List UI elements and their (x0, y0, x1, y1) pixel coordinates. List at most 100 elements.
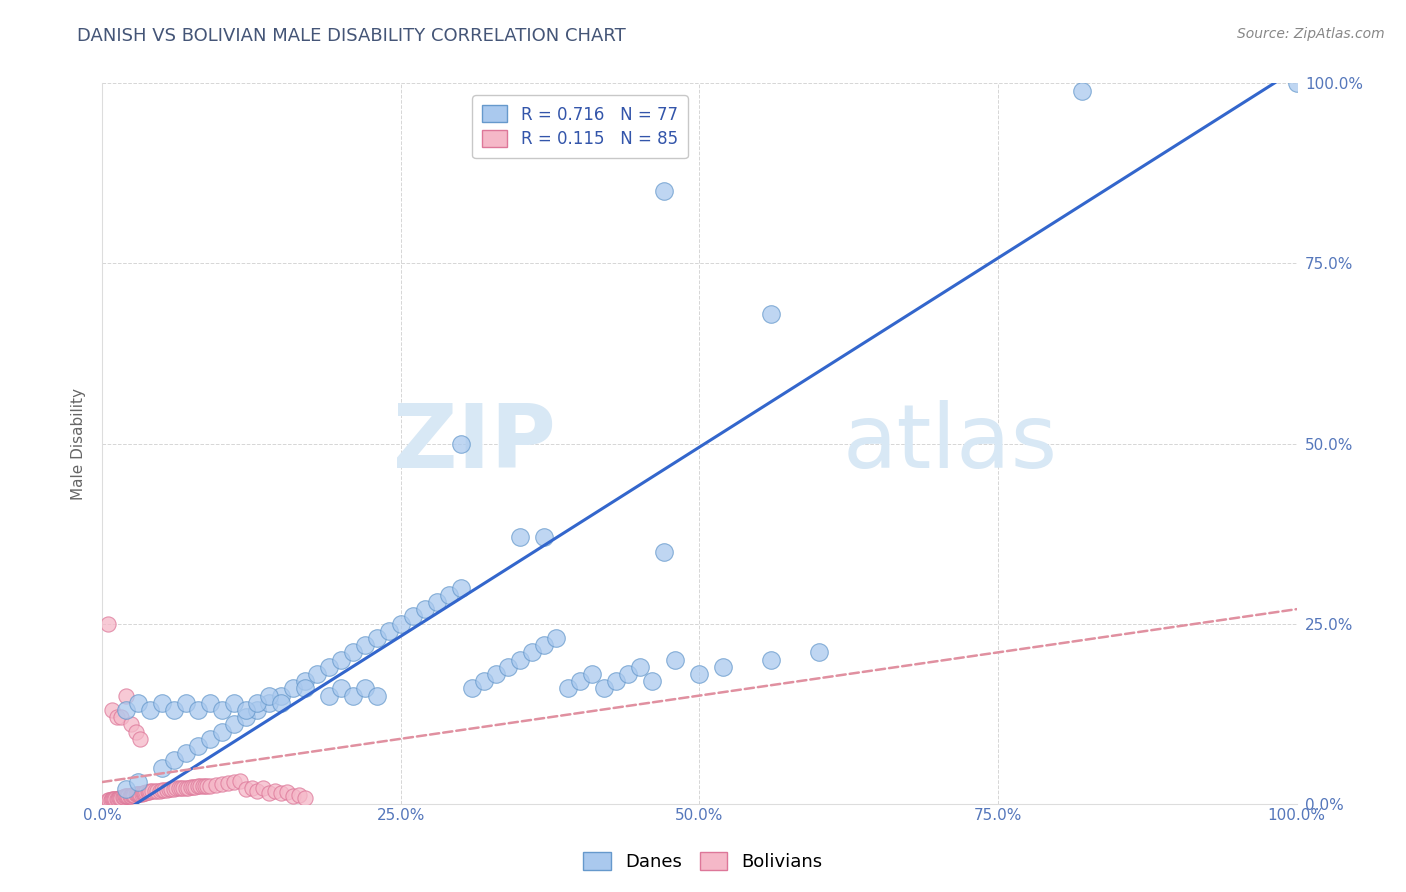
Point (121, 788, 143, 802)
Point (664, 652, 686, 666)
Point (198, 731, 221, 746)
Point (259, 689, 281, 703)
Point (174, 696, 197, 710)
Point (544, 631, 567, 645)
Point (117, 789, 139, 804)
Point (759, 652, 782, 666)
Text: atlas: atlas (842, 400, 1057, 487)
Point (211, 777, 233, 791)
Point (194, 779, 217, 793)
Point (222, 717, 245, 731)
Point (124, 788, 146, 802)
Point (163, 753, 186, 767)
Point (522, 645, 544, 659)
Point (354, 681, 377, 696)
Point (211, 703, 233, 717)
Point (129, 787, 152, 801)
Point (711, 660, 734, 674)
Point (174, 780, 197, 795)
Point (509, 652, 531, 666)
Point (117, 789, 139, 803)
Point (174, 746, 197, 760)
Point (124, 724, 146, 739)
Point (124, 787, 146, 801)
Point (110, 710, 132, 724)
Point (235, 703, 257, 717)
Point (1285, 77, 1308, 91)
Point (605, 674, 627, 689)
Point (211, 724, 233, 739)
Point (592, 681, 614, 696)
Point (148, 783, 170, 797)
Point (616, 667, 638, 681)
Point (103, 792, 125, 806)
Y-axis label: Male Disability: Male Disability (72, 387, 86, 500)
Text: ZIP: ZIP (394, 400, 555, 487)
Legend: Danes, Bolivians: Danes, Bolivians (576, 845, 830, 879)
Point (450, 436, 472, 450)
Point (115, 689, 138, 703)
Point (330, 681, 353, 696)
Point (143, 784, 166, 798)
Point (1070, 84, 1092, 98)
Point (163, 782, 186, 797)
Point (222, 775, 245, 789)
Point (318, 689, 340, 703)
Point (127, 696, 149, 710)
Point (141, 784, 163, 798)
Point (115, 703, 138, 717)
Point (557, 681, 579, 696)
Point (498, 660, 520, 674)
Point (191, 780, 214, 794)
Point (195, 779, 218, 793)
Point (389, 616, 412, 631)
Point (276, 785, 298, 799)
Point (270, 696, 292, 710)
Point (252, 780, 274, 795)
Point (688, 667, 710, 681)
Point (115, 789, 138, 804)
Point (170, 781, 193, 796)
Point (160, 782, 183, 797)
Point (187, 739, 209, 753)
Point (100, 703, 122, 717)
Point (246, 703, 269, 717)
Point (759, 307, 782, 321)
Point (204, 778, 226, 792)
Point (235, 710, 257, 724)
Point (156, 783, 179, 797)
Point (198, 779, 221, 793)
Point (640, 674, 662, 689)
Point (246, 783, 269, 797)
Point (354, 638, 377, 652)
Point (330, 652, 353, 666)
Point (181, 780, 204, 794)
Point (180, 780, 202, 794)
Point (122, 788, 145, 802)
Point (198, 696, 221, 710)
Point (288, 788, 311, 802)
Point (413, 602, 436, 616)
Point (184, 780, 207, 794)
Point (165, 781, 187, 796)
Point (259, 696, 281, 710)
Point (150, 696, 173, 710)
Point (270, 689, 292, 703)
Point (127, 775, 149, 789)
Point (485, 667, 508, 681)
Point (101, 792, 124, 806)
Point (628, 660, 651, 674)
Point (283, 681, 305, 696)
Point (461, 681, 484, 696)
Point (318, 660, 340, 674)
Point (111, 790, 134, 805)
Point (450, 581, 472, 595)
Text: Source: ZipAtlas.com: Source: ZipAtlas.com (1237, 27, 1385, 41)
Point (97, 616, 120, 631)
Point (129, 731, 152, 746)
Point (120, 789, 142, 803)
Point (134, 786, 156, 800)
Point (139, 703, 162, 717)
Point (110, 790, 132, 805)
Point (177, 780, 200, 795)
